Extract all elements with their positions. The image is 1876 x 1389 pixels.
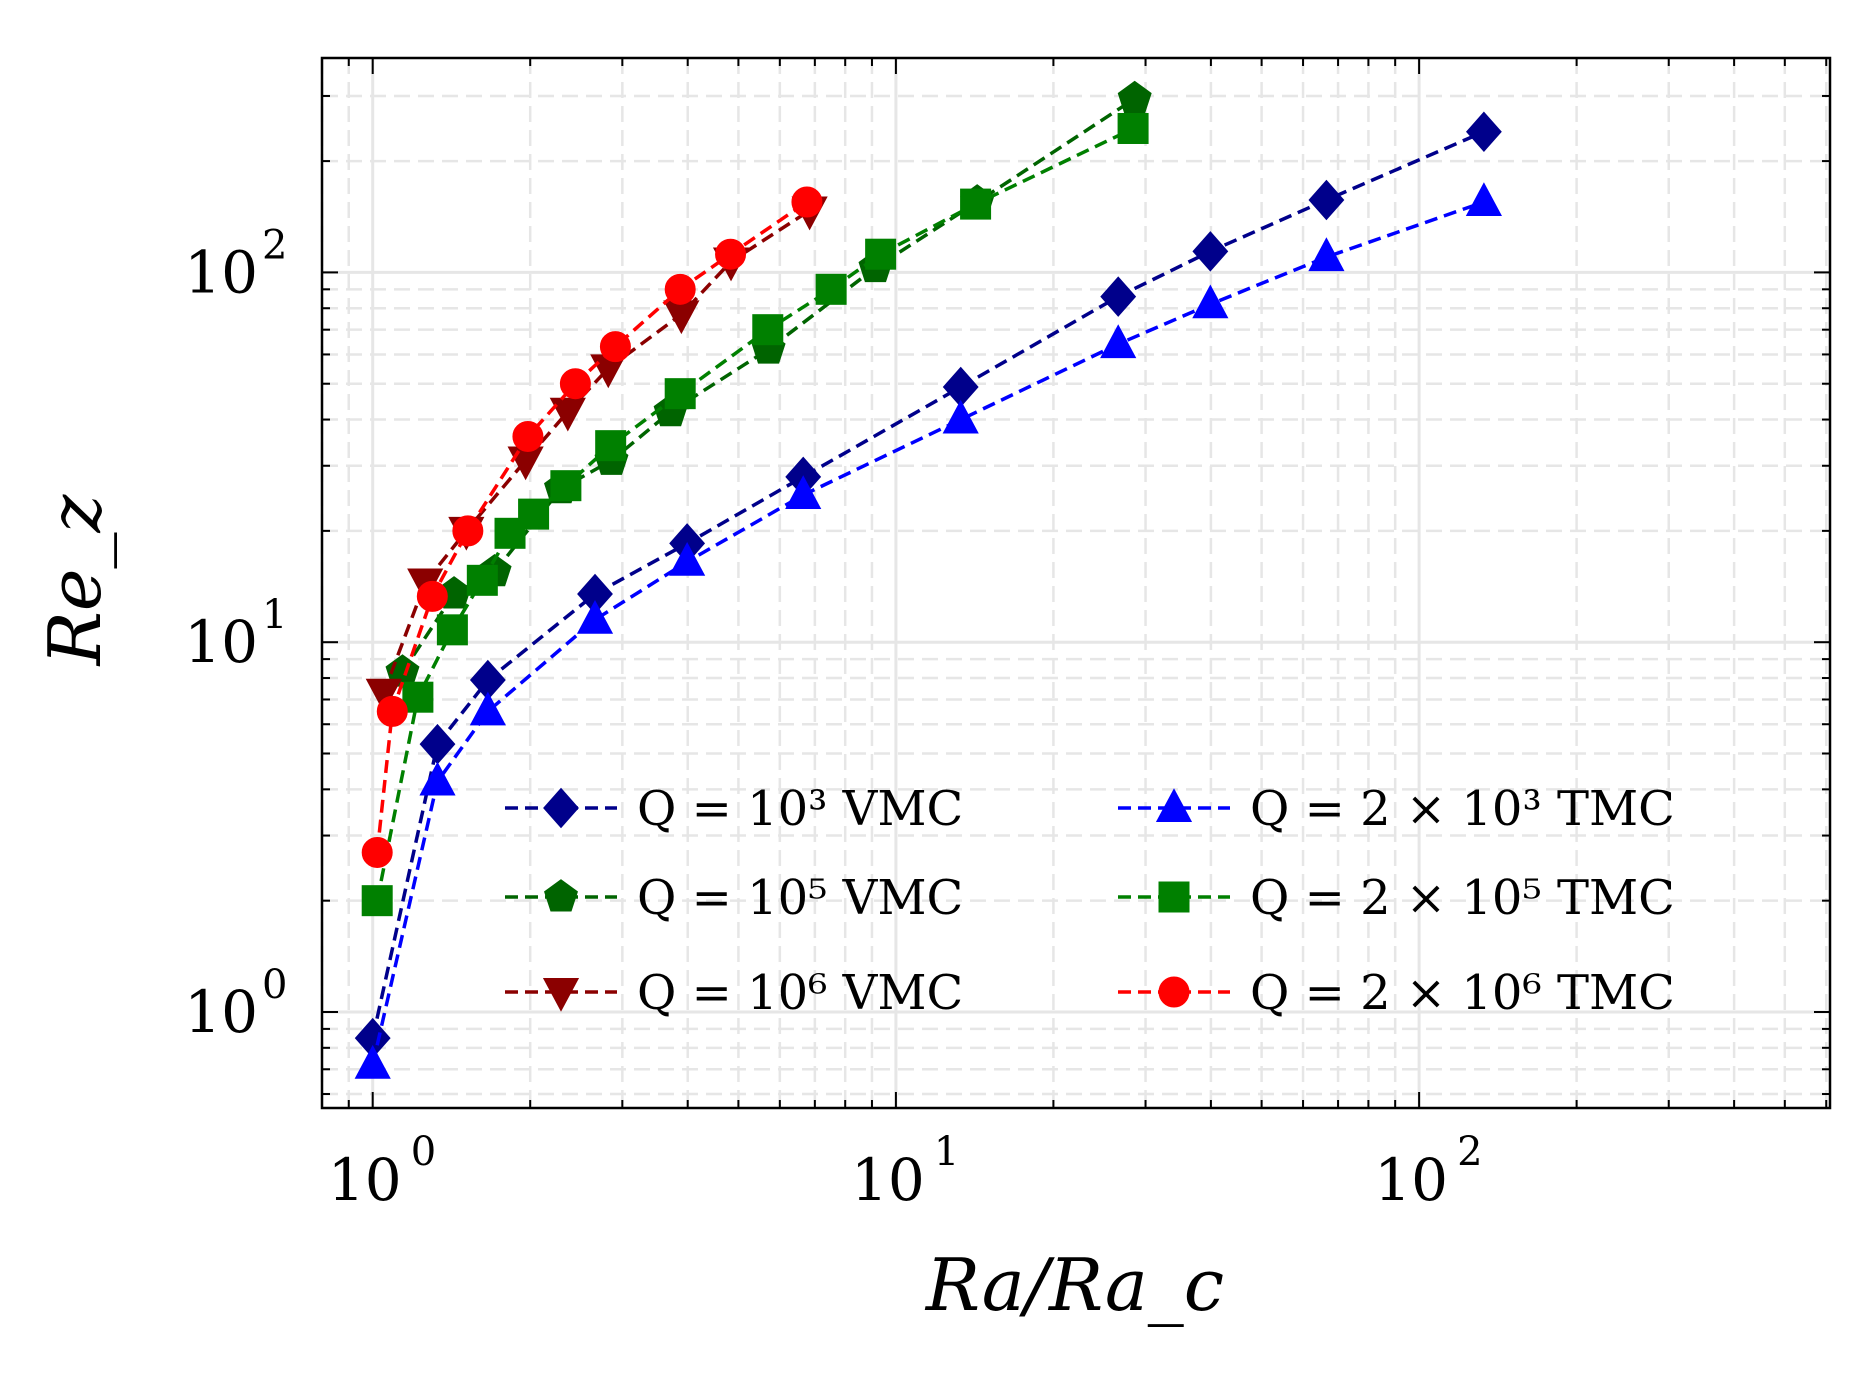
y-tick-label-exponent: 1 — [262, 592, 287, 638]
data-point — [1308, 237, 1345, 272]
series-line — [401, 97, 1136, 674]
legend-entry: Q = 10³ VMC — [505, 781, 963, 837]
data-point — [419, 761, 456, 796]
data-point — [466, 564, 498, 596]
data-point — [559, 368, 591, 400]
legend: Q = 10³ VMC Q = 2 × 10³ TMC Q = 10⁵ VMC Q =… — [505, 781, 1675, 1021]
data-point — [815, 273, 847, 305]
legend-marker — [1158, 881, 1190, 913]
data-point — [1192, 284, 1229, 319]
data-point — [1465, 182, 1502, 217]
legend-entry: Q = 10⁵ VMC — [505, 870, 963, 926]
y-tick-label-exponent: 0 — [262, 962, 287, 1008]
data-point — [865, 238, 897, 270]
data-point — [942, 399, 979, 434]
data-point — [715, 238, 747, 270]
data-point — [469, 691, 506, 726]
data-point — [518, 498, 550, 530]
y-tick-label: 10 — [184, 978, 258, 1046]
legend-label: Q = 2 × 10⁶ TMC — [1250, 965, 1675, 1021]
data-point — [1117, 112, 1149, 144]
data-point — [402, 681, 434, 713]
data-point — [365, 678, 402, 713]
legend-label: Q = 2 × 10³ TMC — [1250, 781, 1675, 837]
data-point — [354, 1044, 391, 1079]
y-tick-label: 10 — [184, 238, 258, 306]
data-point — [664, 378, 696, 410]
ticks: 10 0 10 1 10 210 010 110 2 — [184, 58, 1830, 1214]
series-4 — [361, 112, 1149, 917]
data-point — [664, 273, 696, 305]
data-point — [361, 885, 393, 917]
data-point — [599, 331, 631, 363]
legend-label: Q = 10⁶ VMC — [637, 965, 963, 1021]
data-point — [494, 517, 526, 549]
x-tick-label-exponent: 0 — [411, 1129, 436, 1175]
legend-label: Q = 2 × 10⁵ TMC — [1250, 870, 1675, 926]
x-tick-label: 10 — [1374, 1146, 1448, 1214]
data-point — [960, 188, 992, 220]
data-point — [1308, 179, 1345, 221]
legend-entry: Q = 2 × 10⁶ TMC — [1118, 965, 1675, 1021]
data-point — [576, 599, 614, 634]
data-point — [361, 836, 393, 868]
data-point — [791, 186, 823, 218]
x-tick-label: 10 — [851, 1146, 925, 1214]
legend-marker — [542, 978, 580, 1012]
legend-entry: Q = 10⁶ VMC — [505, 965, 963, 1021]
data-point — [436, 614, 468, 646]
legend-entry: Q = 2 × 10⁵ TMC — [1118, 870, 1675, 926]
legend-entry: Q = 2 × 10³ TMC — [1118, 781, 1675, 837]
data-point — [1100, 276, 1137, 317]
data-point — [1465, 111, 1502, 153]
series-layer — [354, 80, 1502, 1079]
data-point — [550, 470, 582, 502]
data-point — [669, 541, 706, 576]
data-point — [376, 695, 408, 727]
legend-label: Q = 10³ VMC — [637, 781, 963, 837]
data-point — [512, 420, 544, 452]
data-point — [1192, 231, 1229, 272]
series-5 — [361, 186, 823, 868]
series-line — [375, 200, 808, 853]
data-point — [549, 397, 586, 432]
data-point — [1117, 80, 1152, 114]
legend-marker — [1155, 788, 1193, 822]
legend-marker — [543, 787, 579, 829]
y-axis-title: Re_z — [33, 494, 117, 668]
x-axis-title: Ra/Ra_c — [924, 1243, 1224, 1327]
data-point — [1100, 324, 1137, 359]
data-point — [452, 515, 484, 547]
x-tick-label-exponent: 1 — [934, 1129, 959, 1175]
y-tick-label: 10 — [184, 608, 258, 676]
legend-marker — [1158, 976, 1190, 1008]
data-point — [416, 580, 448, 612]
data-point — [595, 430, 627, 462]
series-3 — [354, 182, 1502, 1079]
x-tick-label-exponent: 2 — [1457, 1129, 1482, 1175]
legend-marker — [544, 879, 578, 912]
plot-frame — [320, 56, 1832, 1110]
series-line — [370, 130, 1485, 1039]
data-point — [785, 475, 822, 510]
y-tick-label-exponent: 2 — [262, 222, 287, 268]
x-tick-label: 10 — [328, 1146, 402, 1214]
data-point — [752, 314, 784, 346]
legend-label: Q = 10⁵ VMC — [637, 870, 963, 926]
series-0 — [354, 111, 1502, 1059]
